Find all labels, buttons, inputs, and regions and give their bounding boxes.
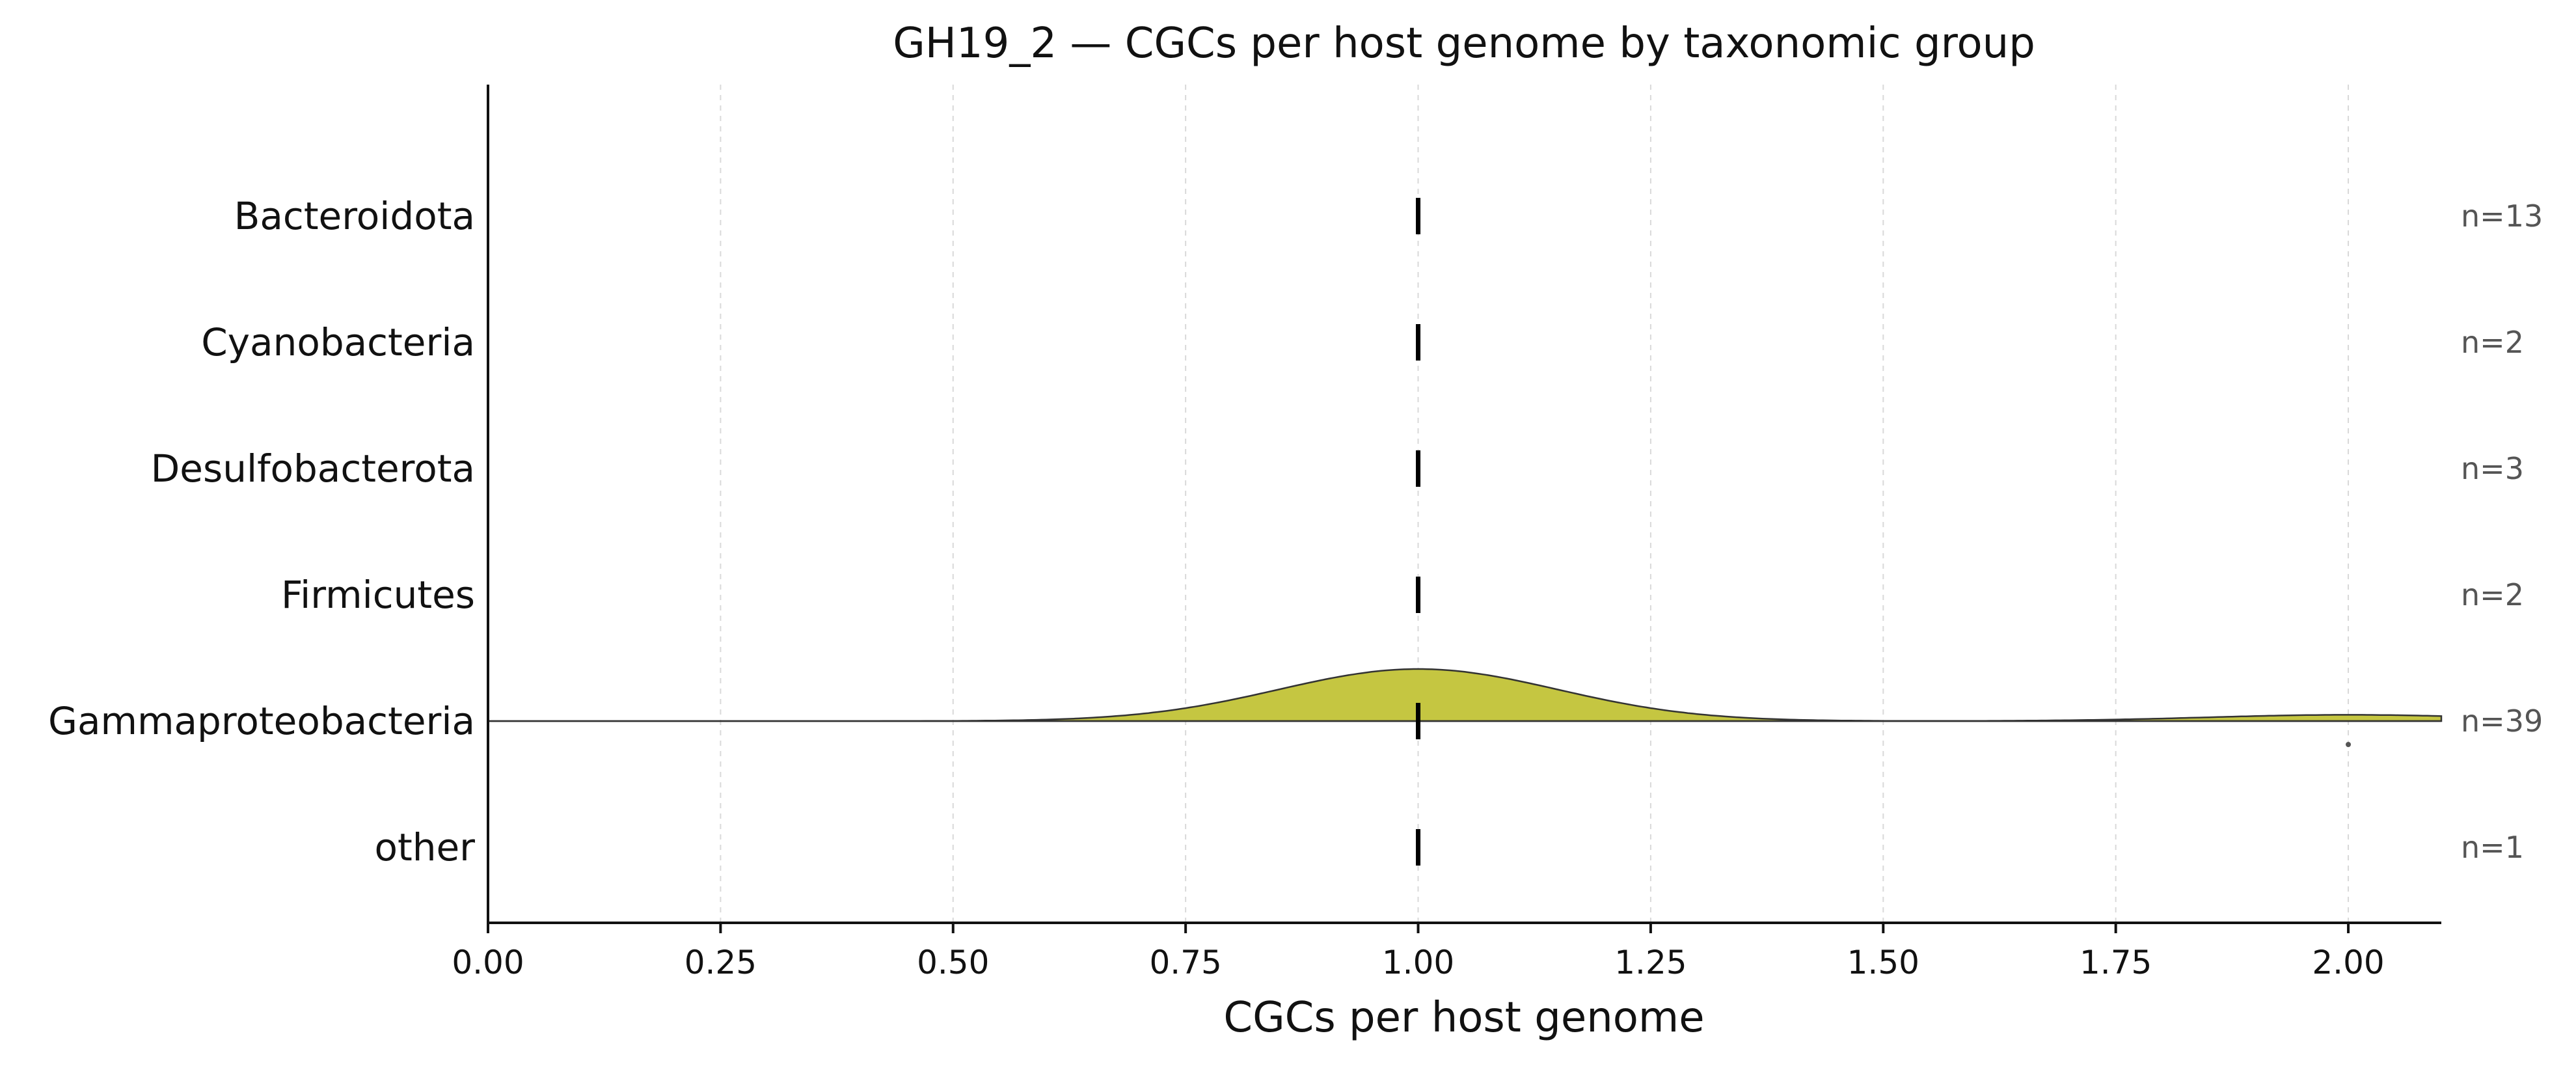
category-label: other: [374, 825, 475, 869]
count-label: n=3: [2461, 451, 2524, 486]
density-layer: [488, 668, 2443, 722]
density-ridge: [488, 668, 2443, 722]
category-label-layer: Bacteroidota Cyanobacteria Desulfobacterot…: [48, 194, 475, 869]
grid-layer: [720, 85, 2350, 923]
chart-title: GH19_2 — CGCs per host genome by taxonom…: [893, 20, 2035, 68]
x-tick-label: 1.75: [2080, 944, 2152, 981]
category-label: Cyanobacteria: [201, 320, 475, 364]
count-label: n=2: [2461, 325, 2524, 360]
outlier-point: [2346, 742, 2352, 747]
category-label: Firmicutes: [281, 573, 475, 617]
axis-layer: [487, 85, 2441, 924]
outlier-layer: [2346, 742, 2352, 747]
x-tick-label: 0.00: [452, 944, 524, 981]
x-tick-label: 0.75: [1149, 944, 1221, 981]
x-tick-label: 2.00: [2312, 944, 2384, 981]
x-axis-title: CGCs per host genome: [1223, 994, 1704, 1042]
x-tick-label: 1.50: [1847, 944, 1919, 981]
x-tick-label: 0.50: [917, 944, 989, 981]
category-label: Desulfobacterota: [151, 446, 475, 491]
x-tick-label: 1.25: [1614, 944, 1687, 981]
count-label: n=2: [2461, 577, 2524, 612]
category-label: Gammaproteobacteria: [48, 699, 475, 743]
count-label: n=39: [2461, 704, 2543, 739]
count-label: n=13: [2461, 198, 2543, 234]
count-label-layer: n=13 n=2 n=3 n=2 n=39 n=1: [2461, 198, 2543, 865]
category-label: Bacteroidota: [234, 194, 475, 238]
x-tick-label: 0.25: [685, 944, 757, 981]
x-tick-layer: 0.00 0.25 0.50 0.75 1.00 1.25 1.50 1.75 2.00: [452, 923, 2385, 981]
count-label: n=1: [2461, 830, 2524, 865]
x-tick-label: 1.00: [1382, 944, 1454, 981]
